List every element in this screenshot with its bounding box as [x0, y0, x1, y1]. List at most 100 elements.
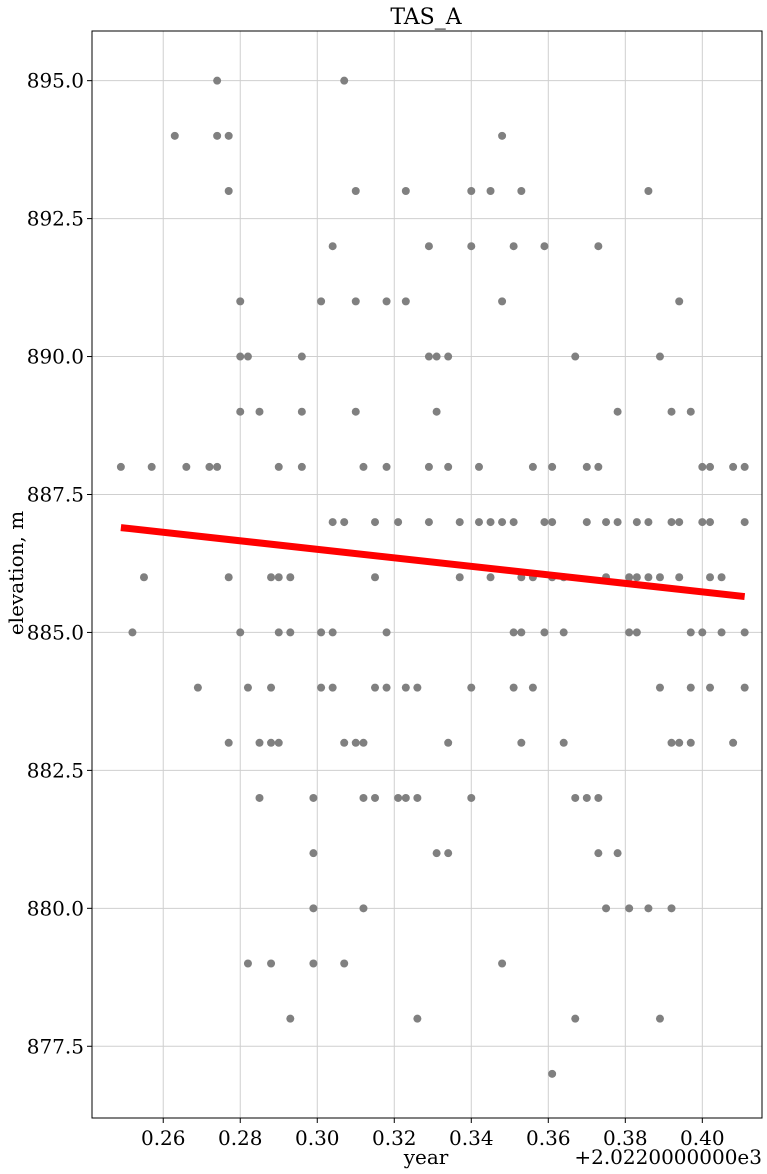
- data-point: [667, 904, 676, 913]
- data-point: [371, 793, 380, 802]
- x-tick-label: 0.34: [449, 1126, 494, 1150]
- data-point: [413, 1014, 422, 1023]
- data-point: [632, 628, 641, 637]
- data-point: [698, 462, 707, 471]
- data-point: [317, 628, 326, 637]
- data-point: [706, 683, 715, 692]
- x-axis-label: year: [403, 1145, 449, 1169]
- data-point: [351, 297, 360, 306]
- data-point: [467, 187, 476, 196]
- data-point: [625, 904, 634, 913]
- x-axis-ticks: 0.26 0.28 0.30 0.32 0.34 0.36 0.38 0.40: [141, 1118, 725, 1150]
- data-point: [729, 738, 738, 747]
- data-point: [632, 573, 641, 582]
- data-point: [401, 187, 410, 196]
- data-point: [686, 683, 695, 692]
- data-point: [267, 573, 276, 582]
- data-point: [224, 573, 233, 582]
- data-point: [740, 518, 749, 527]
- data-point: [182, 462, 191, 471]
- data-point: [559, 628, 568, 637]
- data-point: [193, 683, 202, 692]
- data-point: [655, 683, 664, 692]
- data-point: [413, 683, 422, 692]
- data-point: [644, 518, 653, 527]
- data-point: [340, 76, 349, 85]
- data-point: [717, 573, 726, 582]
- data-point: [613, 407, 622, 416]
- data-point: [486, 573, 495, 582]
- data-point: [686, 407, 695, 416]
- data-point: [467, 242, 476, 251]
- data-point: [706, 518, 715, 527]
- data-point: [351, 407, 360, 416]
- data-point: [644, 573, 653, 582]
- data-point: [625, 573, 634, 582]
- data-point: [401, 683, 410, 692]
- data-point: [286, 1014, 295, 1023]
- data-point: [686, 628, 695, 637]
- data-point: [424, 242, 433, 251]
- data-point: [328, 628, 337, 637]
- data-point: [444, 738, 453, 747]
- data-point: [729, 462, 738, 471]
- data-point: [517, 187, 526, 196]
- data-point: [424, 518, 433, 527]
- data-point: [632, 518, 641, 527]
- data-point: [297, 352, 306, 361]
- data-point: [394, 518, 403, 527]
- data-point: [340, 518, 349, 527]
- trend-line: [120, 524, 746, 601]
- data-point: [540, 242, 549, 251]
- data-point: [602, 518, 611, 527]
- data-point: [548, 462, 557, 471]
- data-point: [686, 738, 695, 747]
- data-point: [474, 518, 483, 527]
- data-point: [413, 793, 422, 802]
- data-point: [267, 738, 276, 747]
- data-point: [667, 738, 676, 747]
- scatter-points: [116, 76, 749, 1078]
- data-point: [317, 683, 326, 692]
- data-point: [224, 187, 233, 196]
- data-point: [382, 297, 391, 306]
- data-point: [224, 131, 233, 140]
- data-point: [297, 462, 306, 471]
- data-point: [509, 628, 518, 637]
- data-point: [444, 462, 453, 471]
- plot-area-frame: [91, 30, 763, 1119]
- data-point: [698, 628, 707, 637]
- data-point: [351, 738, 360, 747]
- data-point: [359, 462, 368, 471]
- data-point: [309, 849, 318, 858]
- data-point: [243, 959, 252, 968]
- y-tick-label: 877.5: [27, 1034, 84, 1058]
- data-point: [540, 518, 549, 527]
- data-point: [571, 1014, 580, 1023]
- data-point: [486, 518, 495, 527]
- data-point: [274, 738, 283, 747]
- data-point: [455, 573, 464, 582]
- data-point: [467, 793, 476, 802]
- data-point: [371, 573, 380, 582]
- data-point: [444, 352, 453, 361]
- data-point: [625, 628, 634, 637]
- y-axis-label: elevation, m: [4, 511, 28, 635]
- data-point: [594, 793, 603, 802]
- data-point: [255, 407, 264, 416]
- chart-title: TAS_A: [390, 5, 462, 30]
- data-point: [528, 462, 537, 471]
- data-point: [486, 187, 495, 196]
- data-point: [594, 462, 603, 471]
- data-point: [582, 518, 591, 527]
- data-point: [559, 738, 568, 747]
- data-point: [340, 738, 349, 747]
- data-point: [655, 1014, 664, 1023]
- data-point: [371, 683, 380, 692]
- data-point: [644, 904, 653, 913]
- data-point: [444, 849, 453, 858]
- data-point: [382, 628, 391, 637]
- data-point: [644, 187, 653, 196]
- data-point: [498, 297, 507, 306]
- data-point: [213, 131, 222, 140]
